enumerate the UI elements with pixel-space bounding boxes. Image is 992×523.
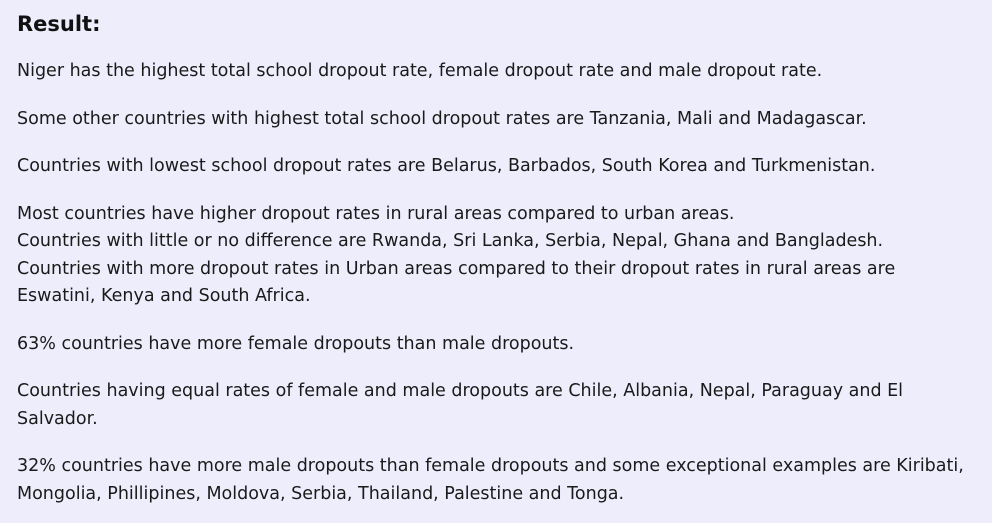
result-heading: Result:: [17, 12, 101, 36]
finding-rural-urban: Most countries have higher dropout rates…: [17, 201, 976, 311]
finding-female-higher: 63% countries have more female dropouts …: [17, 333, 575, 354]
finding-equal-rates: Countries having equal rates of female a…: [17, 381, 904, 429]
rural-urban-line-no-difference: Countries with little or no difference a…: [17, 231, 884, 251]
finding-other-high-dropout: Some other countries with highest total …: [17, 108, 867, 129]
finding-lowest-dropout: Countries with lowest school dropout rat…: [17, 156, 876, 176]
finding-highest-dropout: Niger has the highest total school dropo…: [17, 61, 823, 81]
rural-urban-line-urban-higher: Countries with more dropout rates in Urb…: [17, 258, 896, 307]
rural-urban-line-general: Most countries have higher dropout rates…: [17, 203, 735, 224]
finding-male-higher: 32% countries have more male dropouts th…: [17, 456, 964, 504]
